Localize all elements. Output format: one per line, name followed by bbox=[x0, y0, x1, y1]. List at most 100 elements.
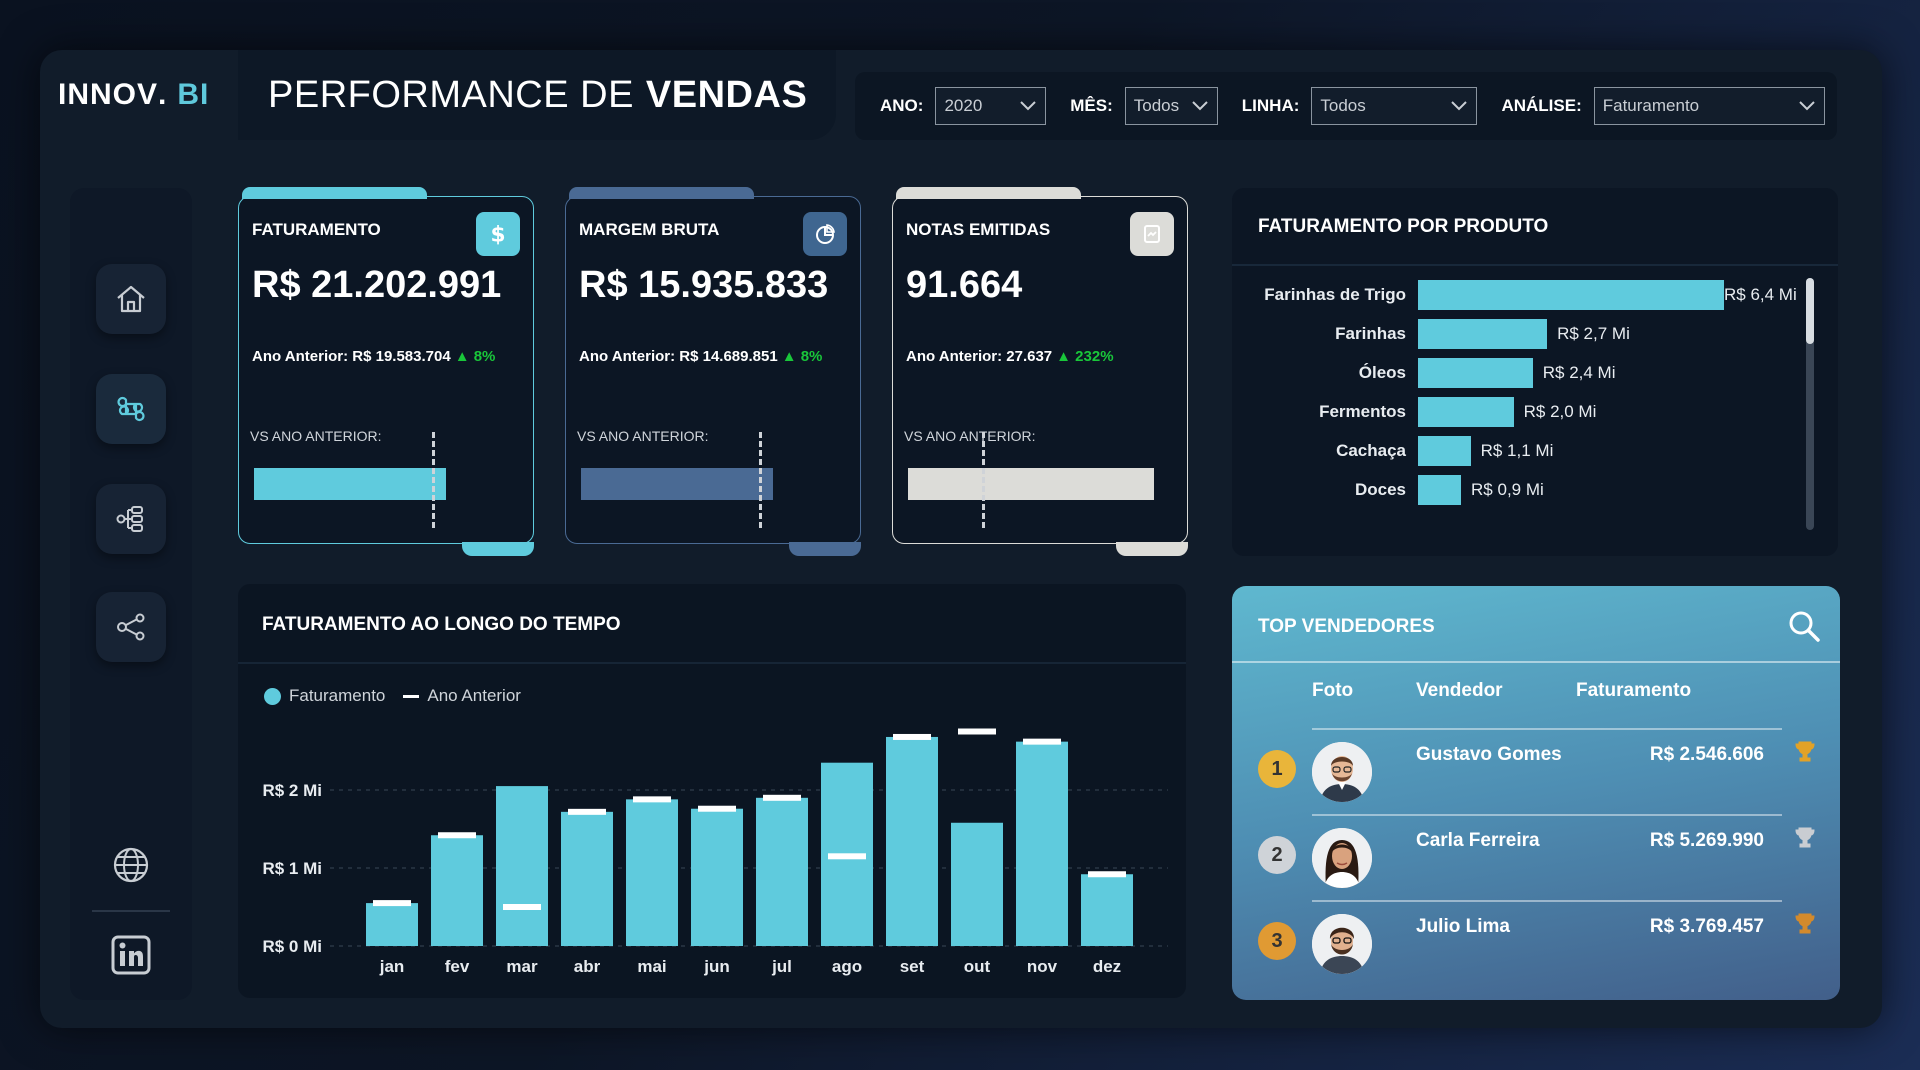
time-chart-panel: FATURAMENTO AO LONGO DO TEMPO Faturament… bbox=[238, 584, 1186, 998]
rank-badge: 2 bbox=[1258, 836, 1296, 874]
trophy-icon bbox=[1795, 913, 1815, 934]
legend-dot bbox=[264, 687, 281, 705]
produto-label: Óleos bbox=[1358, 363, 1406, 382]
kpi-delta-value: 8% bbox=[800, 348, 823, 365]
kpi-delta: ▲ 8% bbox=[781, 348, 823, 365]
produto-label: Fermentos bbox=[1319, 402, 1406, 421]
pie-icon bbox=[803, 212, 847, 256]
kpi-delta: ▲ 232% bbox=[1056, 348, 1114, 365]
nav-command-button[interactable] bbox=[96, 374, 166, 444]
bar-faturamento[interactable] bbox=[886, 736, 938, 946]
seller-value: R$ 5.269.990 bbox=[1649, 830, 1764, 851]
kpi-previous: Ano Anterior: 27.637 ▲ 232% bbox=[906, 348, 1114, 365]
produto-row[interactable]: Óleos R$ 2,4 Mi bbox=[1232, 358, 1616, 388]
x-tick-label: jan bbox=[379, 957, 405, 976]
marker-ano-anterior bbox=[633, 796, 671, 803]
top-vendedores-panel: TOP VENDEDORES Foto Vendedor Faturamento… bbox=[1232, 586, 1840, 1000]
seller-name: Julio Lima bbox=[1416, 916, 1510, 937]
produto-row[interactable]: Farinhas R$ 2,7 Mi bbox=[1232, 319, 1630, 349]
chevron-down-icon bbox=[1451, 101, 1468, 111]
nav-hierarchy-button[interactable] bbox=[96, 484, 166, 554]
legend-faturamento[interactable]: Faturamento bbox=[289, 686, 386, 705]
chevron-down-icon bbox=[1020, 101, 1036, 111]
table-row[interactable]: 1 Gustavo Gomes R$ 2.546.606 bbox=[1232, 728, 1840, 814]
y-tick-label: R$ 2 Mi bbox=[262, 781, 322, 800]
bar-faturamento[interactable] bbox=[756, 797, 808, 946]
x-tick-label: nov bbox=[1027, 957, 1058, 976]
chevron-down-icon bbox=[1192, 101, 1208, 111]
bar-faturamento[interactable] bbox=[496, 786, 548, 946]
produto-bar[interactable] bbox=[1418, 475, 1462, 505]
kpi-value: R$ 21.202.991 bbox=[252, 264, 502, 306]
sidebar bbox=[70, 188, 192, 1000]
col-header-foto[interactable]: Foto bbox=[1312, 680, 1354, 701]
bar-faturamento[interactable] bbox=[1016, 741, 1068, 946]
kpi-value: 91.664 bbox=[906, 264, 1023, 306]
x-tick-label: fev bbox=[445, 957, 470, 976]
kpi-vs-bar bbox=[908, 468, 1154, 500]
table-row[interactable]: 2 Carla Ferreira R$ 5.269.990 bbox=[1232, 814, 1840, 900]
bar-faturamento[interactable] bbox=[561, 811, 613, 946]
bar-faturamento[interactable] bbox=[1081, 874, 1133, 946]
panel-divider bbox=[1232, 264, 1838, 266]
nav-share-button[interactable] bbox=[96, 592, 166, 662]
produto-label: Farinhas bbox=[1335, 324, 1406, 343]
search-icon[interactable] bbox=[1786, 608, 1822, 644]
nav-home-button[interactable] bbox=[96, 264, 166, 334]
filter-label-linha: LINHA: bbox=[1241, 96, 1300, 115]
filter-linha-select[interactable]: Todos bbox=[1311, 87, 1478, 125]
kpi-previous-text: Ano Anterior: 27.637 bbox=[906, 348, 1053, 365]
x-tick-label: set bbox=[900, 957, 925, 976]
avatar bbox=[1312, 742, 1372, 802]
bar-faturamento[interactable] bbox=[431, 835, 483, 946]
produto-bar[interactable] bbox=[1418, 319, 1548, 349]
bar-faturamento[interactable] bbox=[626, 799, 678, 946]
legend-ano-anterior[interactable]: Ano Anterior bbox=[427, 686, 521, 705]
filter-label-mes: MÊS: bbox=[1070, 96, 1113, 115]
produto-value: R$ 2,7 Mi bbox=[1557, 324, 1630, 343]
y-tick-label: R$ 0 Mi bbox=[262, 937, 322, 956]
col-header-faturamento[interactable]: Faturamento bbox=[1576, 680, 1692, 701]
produto-bar[interactable] bbox=[1418, 397, 1514, 427]
kpi-vs-target-line bbox=[431, 432, 435, 528]
produto-row[interactable]: Cachaça R$ 1,1 Mi bbox=[1232, 436, 1553, 466]
filter-mes-value: Todos bbox=[1133, 96, 1180, 115]
globe-link[interactable] bbox=[110, 844, 152, 886]
scrollbar-thumb[interactable] bbox=[1806, 278, 1814, 344]
marker-ano-anterior bbox=[763, 794, 801, 801]
marker-ano-anterior bbox=[1023, 738, 1061, 745]
filter-mes-select[interactable]: Todos bbox=[1124, 87, 1218, 125]
produto-row[interactable]: Farinhas de Trigo R$ 6,4 Mi bbox=[1232, 280, 1797, 310]
produto-row[interactable]: Fermentos R$ 2,0 Mi bbox=[1232, 397, 1596, 427]
produto-bar[interactable] bbox=[1418, 436, 1471, 466]
col-header-vendedor[interactable]: Vendedor bbox=[1416, 680, 1503, 701]
x-tick-label: out bbox=[964, 957, 991, 976]
seller-name: Carla Ferreira bbox=[1416, 830, 1540, 851]
x-tick-label: mai bbox=[637, 957, 666, 976]
produto-row[interactable]: Doces R$ 0,9 Mi bbox=[1232, 475, 1544, 505]
card-tab bbox=[789, 542, 861, 556]
sidebar-divider bbox=[92, 910, 170, 912]
marker-ano-anterior bbox=[1088, 871, 1126, 878]
kpi-label: FATURAMENTO bbox=[252, 220, 381, 239]
avatar bbox=[1312, 828, 1372, 888]
bar-faturamento[interactable] bbox=[366, 903, 418, 946]
row-divider bbox=[1312, 814, 1782, 816]
card-border bbox=[892, 196, 1188, 544]
svg-text:$: $ bbox=[490, 223, 505, 247]
filter-analise-select[interactable]: Faturamento bbox=[1593, 87, 1825, 125]
kpi-vs-bar bbox=[254, 468, 446, 500]
produto-bar[interactable] bbox=[1418, 358, 1533, 388]
share-icon bbox=[117, 613, 145, 641]
produto-scrollbar[interactable] bbox=[1806, 278, 1814, 530]
kpi-vs-label: VS ANO ANTERIOR: bbox=[577, 428, 709, 444]
filter-ano-select[interactable]: 2020 bbox=[935, 87, 1047, 125]
table-row[interactable]: 3 Julio Lima R$ 3.769.457 bbox=[1232, 900, 1840, 986]
x-tick-label: dez bbox=[1093, 957, 1121, 976]
bar-faturamento[interactable] bbox=[691, 808, 743, 946]
linkedin-link[interactable] bbox=[110, 934, 152, 976]
seller-name: Gustavo Gomes bbox=[1416, 744, 1562, 765]
produto-bar[interactable] bbox=[1418, 280, 1724, 310]
bar-faturamento[interactable] bbox=[951, 822, 1003, 946]
marker-ano-anterior bbox=[828, 853, 866, 860]
